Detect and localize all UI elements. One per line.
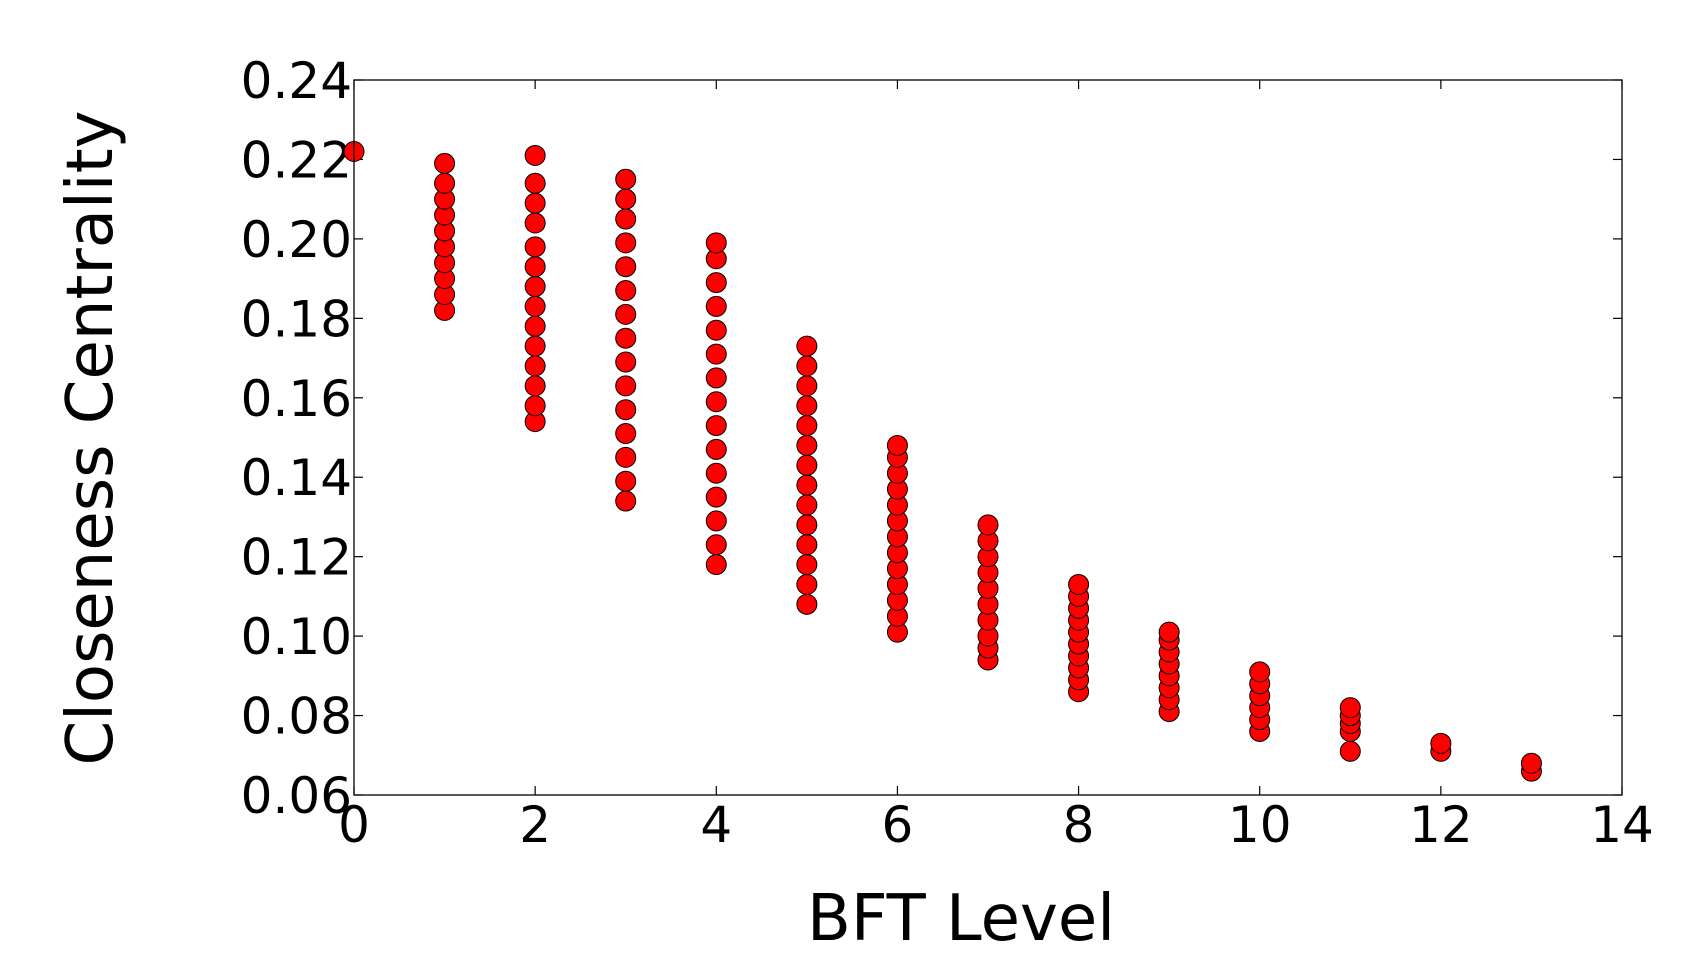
point: [615, 446, 637, 468]
point: [705, 486, 727, 508]
point: [524, 395, 546, 417]
x-tick-label: 0: [338, 796, 370, 854]
point: [796, 454, 818, 476]
point: [1430, 732, 1452, 754]
point: [615, 399, 637, 421]
point: [615, 351, 637, 373]
y-axis-label: Closeness Centrality: [54, 110, 128, 765]
point: [615, 303, 637, 325]
point: [615, 423, 637, 445]
plot-frame: [353, 79, 1623, 796]
point: [796, 395, 818, 417]
point: [615, 188, 637, 210]
point: [1068, 573, 1090, 595]
point: [524, 315, 546, 337]
x-tick-label: 12: [1409, 796, 1473, 854]
point: [524, 144, 546, 166]
point: [705, 319, 727, 341]
point: [434, 152, 456, 174]
y-tick-label: 0.22: [241, 131, 352, 189]
point: [1339, 740, 1361, 762]
point: [796, 514, 818, 536]
point: [524, 276, 546, 298]
point: [524, 236, 546, 258]
x-tick-label: 6: [882, 796, 914, 854]
y-tick-label: 0.20: [241, 211, 352, 269]
point: [1158, 621, 1180, 643]
point: [524, 172, 546, 194]
point: [796, 494, 818, 516]
point: [705, 232, 727, 254]
y-tick-label: 0.08: [241, 688, 352, 746]
point: [705, 367, 727, 389]
point: [796, 434, 818, 456]
point: [524, 212, 546, 234]
point: [796, 593, 818, 615]
point: [1339, 697, 1361, 719]
y-tick-label: 0.06: [241, 767, 352, 825]
point: [705, 415, 727, 437]
point: [615, 208, 637, 230]
point: [705, 462, 727, 484]
x-tick-label: 2: [519, 796, 551, 854]
point: [524, 256, 546, 278]
x-tick-label: 14: [1590, 796, 1654, 854]
point: [796, 335, 818, 357]
point: [796, 415, 818, 437]
point: [615, 375, 637, 397]
point: [705, 272, 727, 294]
y-tick-label: 0.12: [241, 529, 352, 587]
point: [615, 256, 637, 278]
point: [796, 474, 818, 496]
point: [1520, 752, 1542, 774]
y-tick-label: 0.18: [241, 290, 352, 348]
x-tick-label: 10: [1228, 796, 1292, 854]
point: [705, 343, 727, 365]
point: [524, 355, 546, 377]
point: [705, 554, 727, 576]
point: [615, 490, 637, 512]
point: [524, 375, 546, 397]
point: [615, 232, 637, 254]
x-tick-label: 4: [700, 796, 732, 854]
point: [524, 192, 546, 214]
y-tick-label: 0.10: [241, 608, 352, 666]
point: [796, 573, 818, 595]
point: [434, 172, 456, 194]
point: [615, 470, 637, 492]
point: [705, 391, 727, 413]
point: [705, 534, 727, 556]
point: [796, 355, 818, 377]
point: [524, 335, 546, 357]
point: [705, 510, 727, 532]
point: [977, 514, 999, 536]
point: [796, 375, 818, 397]
x-axis-label: BFT Level: [807, 882, 1115, 956]
point: [1249, 661, 1271, 683]
x-tick-label: 8: [1063, 796, 1095, 854]
point: [615, 280, 637, 302]
point: [796, 554, 818, 576]
y-tick-label: 0.24: [241, 52, 352, 110]
point: [796, 534, 818, 556]
point: [705, 295, 727, 317]
point: [524, 295, 546, 317]
y-tick-label: 0.16: [241, 370, 352, 428]
point: [886, 434, 908, 456]
point: [615, 327, 637, 349]
y-tick-label: 0.14: [241, 449, 352, 507]
point: [705, 438, 727, 460]
point: [615, 168, 637, 190]
